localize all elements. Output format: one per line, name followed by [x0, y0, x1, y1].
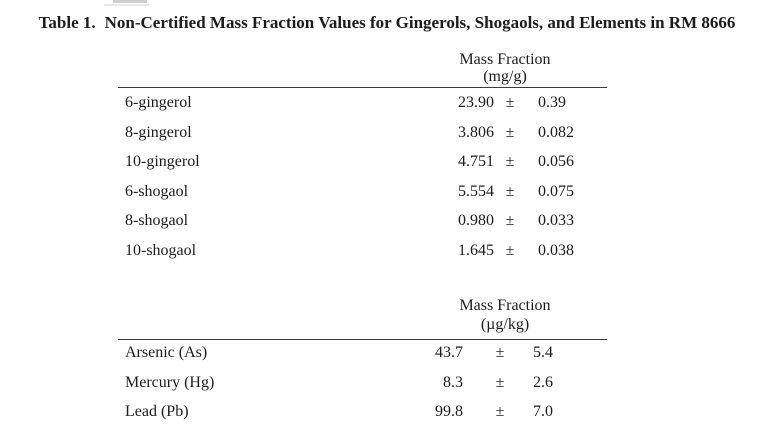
value-cell: 43.7 [435, 344, 463, 362]
table-row: 10-shogaol 1.645 ± 0.038 [118, 236, 607, 266]
table-row: Mercury (Hg) 8.3 ± 2.6 [118, 368, 607, 398]
column-header-mass-fraction-ugkg: Mass Fraction (µg/kg) [118, 294, 607, 340]
uncertainty-cell: 0.39 [538, 94, 566, 112]
uncertainty-cell: 0.038 [538, 241, 574, 259]
gingerols-shogaols-table: Mass Fraction (mg/g) 6-gingerol 23.90 ± … [118, 48, 607, 266]
uncertainty-cell: 2.6 [533, 373, 553, 391]
plus-minus-symbol: ± [505, 212, 515, 230]
table-body: 6-gingerol 23.90 ± 0.39 8-gingerol 3.806… [118, 88, 607, 266]
uncertainty-cell: 5.4 [533, 344, 553, 362]
table-row: Lead (Pb) 99.8 ± 7.0 [118, 398, 607, 428]
value-cell: 3.806 [458, 123, 494, 141]
value-cell: 4.751 [458, 153, 494, 171]
analyte-label: 8-shogaol [125, 212, 189, 230]
uncertainty-cell: 7.0 [533, 403, 553, 421]
analyte-label: Arsenic (As) [125, 344, 208, 362]
elements-table: Mass Fraction (µg/kg) Arsenic (As) 43.7 … [118, 294, 607, 427]
analyte-label: 8-gingerol [125, 123, 192, 141]
header-label: Mass Fraction [459, 51, 551, 68]
header-label: Mass Fraction [459, 297, 551, 314]
plus-minus-symbol: ± [505, 241, 515, 259]
uncertainty-cell: 0.056 [538, 153, 574, 171]
cropped-text-artifact [113, 0, 147, 3]
value-cell: 1.645 [458, 241, 494, 259]
uncertainty-cell: 0.075 [538, 182, 574, 200]
value-cell: 23.90 [458, 94, 494, 112]
table-number: Table 1. [38, 13, 96, 32]
plus-minus-symbol: ± [495, 373, 505, 391]
header-unit: (µg/kg) [480, 315, 530, 333]
uncertainty-cell: 0.082 [538, 123, 574, 141]
table-caption: Table 1. Non-Certified Mass Fraction Valu… [0, 13, 774, 33]
analyte-label: 10-gingerol [125, 153, 200, 171]
value-cell: 8.3 [443, 373, 463, 391]
plus-minus-symbol: ± [505, 153, 515, 171]
table-row: Arsenic (As) 43.7 ± 5.4 [118, 339, 607, 369]
table-row: 8-gingerol 3.806 ± 0.082 [118, 118, 607, 148]
table-title-text: Non-Certified Mass Fraction Values for G… [104, 13, 736, 32]
plus-minus-symbol: ± [495, 403, 505, 421]
header-unit: (mg/g) [483, 67, 527, 85]
analyte-label: Lead (Pb) [125, 403, 189, 421]
uncertainty-cell: 0.033 [538, 212, 574, 230]
analyte-label: 10-shogaol [125, 241, 197, 259]
plus-minus-symbol: ± [495, 344, 505, 362]
analyte-label: Mercury (Hg) [125, 373, 215, 391]
analyte-label: 6-gingerol [125, 94, 192, 112]
plus-minus-symbol: ± [505, 123, 515, 141]
plus-minus-symbol: ± [505, 182, 515, 200]
column-header-mass-fraction-mg: Mass Fraction (mg/g) [118, 48, 607, 88]
value-cell: 99.8 [435, 403, 463, 421]
table-row: 6-gingerol 23.90 ± 0.39 [118, 89, 607, 119]
table-body: Arsenic (As) 43.7 ± 5.4 Mercury (Hg) 8.3… [118, 338, 607, 427]
value-cell: 0.980 [458, 212, 494, 230]
table-row: 10-gingerol 4.751 ± 0.056 [118, 148, 607, 178]
table-row: 6-shogaol 5.554 ± 0.075 [118, 177, 607, 207]
cropped-text-artifact [104, 4, 149, 6]
analyte-label: 6-shogaol [125, 182, 189, 200]
value-cell: 5.554 [458, 182, 494, 200]
plus-minus-symbol: ± [505, 94, 515, 112]
table-row: 8-shogaol 0.980 ± 0.033 [118, 207, 607, 237]
